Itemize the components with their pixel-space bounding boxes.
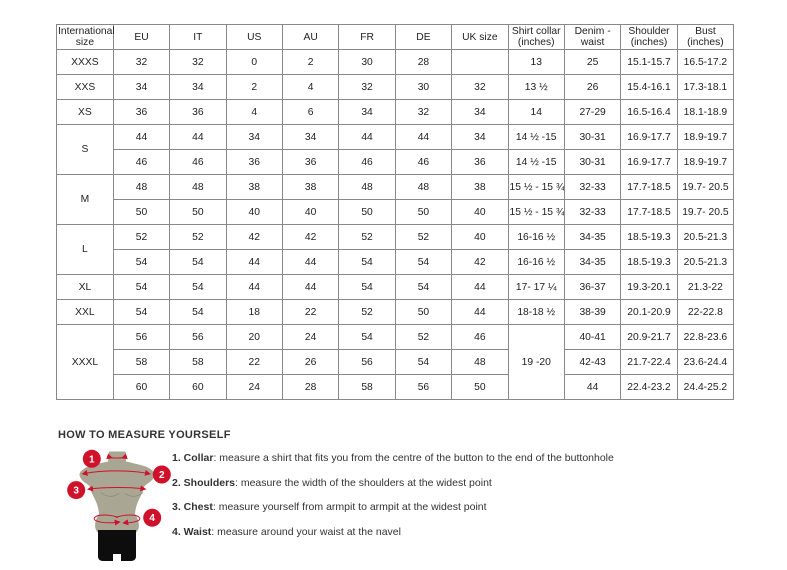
svg-text:3: 3 [73, 486, 79, 497]
svg-text:1: 1 [89, 454, 95, 465]
svg-text:2: 2 [159, 470, 165, 481]
svg-text:4: 4 [149, 513, 155, 524]
